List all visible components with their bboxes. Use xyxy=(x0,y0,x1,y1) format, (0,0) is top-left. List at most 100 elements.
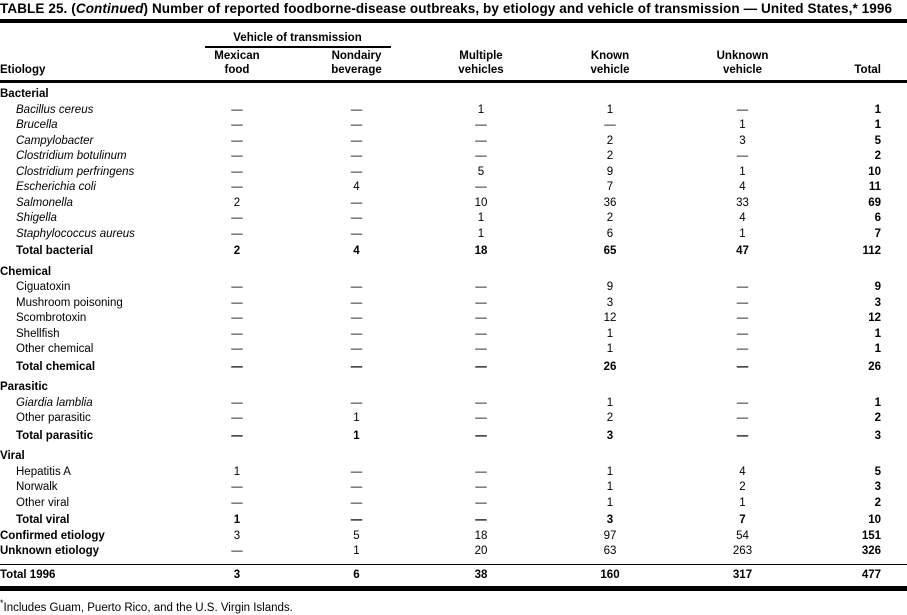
table-row: Escherichia coli — 4 — 7 4 11 xyxy=(0,180,907,196)
value-cell: — xyxy=(475,119,487,131)
value-cell: — xyxy=(231,343,243,355)
value-cell: — xyxy=(475,296,487,309)
value-cell: 6 xyxy=(606,227,614,240)
table-row: Parasitic xyxy=(0,380,907,396)
value-cell: — xyxy=(475,312,487,324)
total-cell: 12 xyxy=(868,312,881,324)
value-cell: 36 xyxy=(603,196,617,209)
value-cell: — xyxy=(736,343,749,355)
header-line: Nondairy xyxy=(331,50,382,62)
value-cell: — xyxy=(350,481,363,493)
row-label: Giardia lamblia xyxy=(16,396,93,409)
value-cell: 1 xyxy=(606,343,614,355)
table-row: Staphylococcus aureus — — 1 6 1 7 xyxy=(0,227,907,243)
value-cell: 97 xyxy=(603,529,617,542)
title-prefix: TABLE 25. ( xyxy=(0,1,76,16)
value-cell: — xyxy=(350,134,363,147)
value-cell: — xyxy=(231,296,243,309)
table-row: Shellfish — — — 1 — 1 xyxy=(0,327,907,343)
row-label: Scombrotoxin xyxy=(16,312,87,324)
row-label: Brucella xyxy=(16,119,58,131)
total-cell: 2 xyxy=(874,496,881,509)
total-cell: 326 xyxy=(861,545,881,557)
value-cell: 1 xyxy=(606,465,614,478)
value-cell: 10 xyxy=(474,196,488,209)
row-label: Clostridium perfringens xyxy=(16,165,135,178)
row-label: Total viral xyxy=(16,514,70,526)
value-cell: 1 xyxy=(606,481,614,493)
value-cell: — xyxy=(350,465,363,478)
table-row: Brucella — — — — 1 1 xyxy=(0,118,907,134)
header-line: vehicles xyxy=(458,63,504,76)
footnote-marker: * xyxy=(0,598,4,608)
value-cell: 2 xyxy=(606,212,614,224)
value-cell: 1 xyxy=(606,496,614,509)
vehicle-span-row: Vehicle of transmission xyxy=(0,28,907,48)
value-cell: — xyxy=(350,514,363,526)
row-label: Staphylococcus aureus xyxy=(16,227,135,240)
total-cell: 3 xyxy=(874,296,881,309)
value-cell: — xyxy=(736,360,749,373)
value-cell: — xyxy=(604,119,616,131)
total-cell: 1 xyxy=(874,343,881,355)
total-cell: 9 xyxy=(874,281,881,293)
value-cell: 1 xyxy=(477,103,485,116)
value-cell: — xyxy=(350,296,363,309)
value-cell: — xyxy=(350,360,363,373)
value-cell: — xyxy=(475,429,487,442)
value-cell: 317 xyxy=(732,568,753,581)
row-label: Clostridium botulinum xyxy=(16,150,127,162)
table-row: Other parasitic — 1 — 2 — 2 xyxy=(0,411,907,427)
value-cell: — xyxy=(231,496,243,509)
value-cell: 2 xyxy=(606,412,614,424)
value-cell: — xyxy=(350,327,363,340)
table-row: Total parasitic — 1 — 3 — 3 xyxy=(0,429,907,445)
value-cell: 3 xyxy=(233,568,241,581)
value-cell: 12 xyxy=(603,312,617,324)
total-cell: 10 xyxy=(868,514,881,526)
total-cell: 2 xyxy=(874,412,881,424)
value-cell: 2 xyxy=(739,481,746,493)
row-label: Total chemical xyxy=(16,360,96,373)
value-cell: — xyxy=(231,103,243,116)
header-line: Unknown xyxy=(716,50,769,62)
value-cell: — xyxy=(350,227,363,240)
value-cell: 2 xyxy=(233,245,241,257)
value-cell: 4 xyxy=(353,181,360,193)
value-cell: 33 xyxy=(736,196,749,209)
value-cell: 4 xyxy=(353,245,360,257)
table-row: Norwalk — — — 1 2 3 xyxy=(0,480,907,496)
row-label: Total parasitic xyxy=(16,429,94,442)
total-cell: 11 xyxy=(868,181,881,193)
value-cell: 3 xyxy=(606,296,614,309)
table-row: Total 1996 3 6 38 160 317 477 xyxy=(0,563,907,591)
value-cell: — xyxy=(736,312,749,324)
table-row: Clostridium perfringens — — 5 9 1 10 xyxy=(0,165,907,181)
vehicle-of-transmission-header: Vehicle of transmission xyxy=(204,31,391,48)
header-line: Mexican xyxy=(214,50,260,62)
value-cell: 6 xyxy=(353,568,360,581)
value-cell: — xyxy=(231,119,243,131)
value-cell: — xyxy=(231,481,243,493)
table-row: Mushroom poisoning — — — 3 — 3 xyxy=(0,296,907,312)
value-cell: — xyxy=(736,429,749,442)
total-cell: 1 xyxy=(874,103,881,116)
total-cell: 7 xyxy=(874,227,881,240)
value-cell: — xyxy=(475,465,487,478)
table-row: Ciguatoxin — — — 9 — 9 xyxy=(0,280,907,296)
value-cell: — xyxy=(475,150,487,162)
value-cell: — xyxy=(736,396,749,409)
value-cell: — xyxy=(231,281,243,293)
column-header-known-vehicle: Known vehicle xyxy=(545,50,675,77)
value-cell: 1 xyxy=(739,119,746,131)
value-cell: 47 xyxy=(736,245,749,257)
value-cell: 1 xyxy=(739,227,746,240)
value-cell: 54 xyxy=(736,529,749,542)
table-header: Vehicle of transmission Etiology Mexican… xyxy=(0,28,907,83)
header-line: Known xyxy=(590,50,630,62)
value-cell: — xyxy=(350,343,363,355)
value-cell: 5 xyxy=(477,165,485,178)
table-row: Unknown etiology — 1 20 63 263 326 xyxy=(0,544,907,560)
table-title: TABLE 25. (Continued) Number of reported… xyxy=(0,1,907,19)
value-cell: 5 xyxy=(353,529,360,542)
